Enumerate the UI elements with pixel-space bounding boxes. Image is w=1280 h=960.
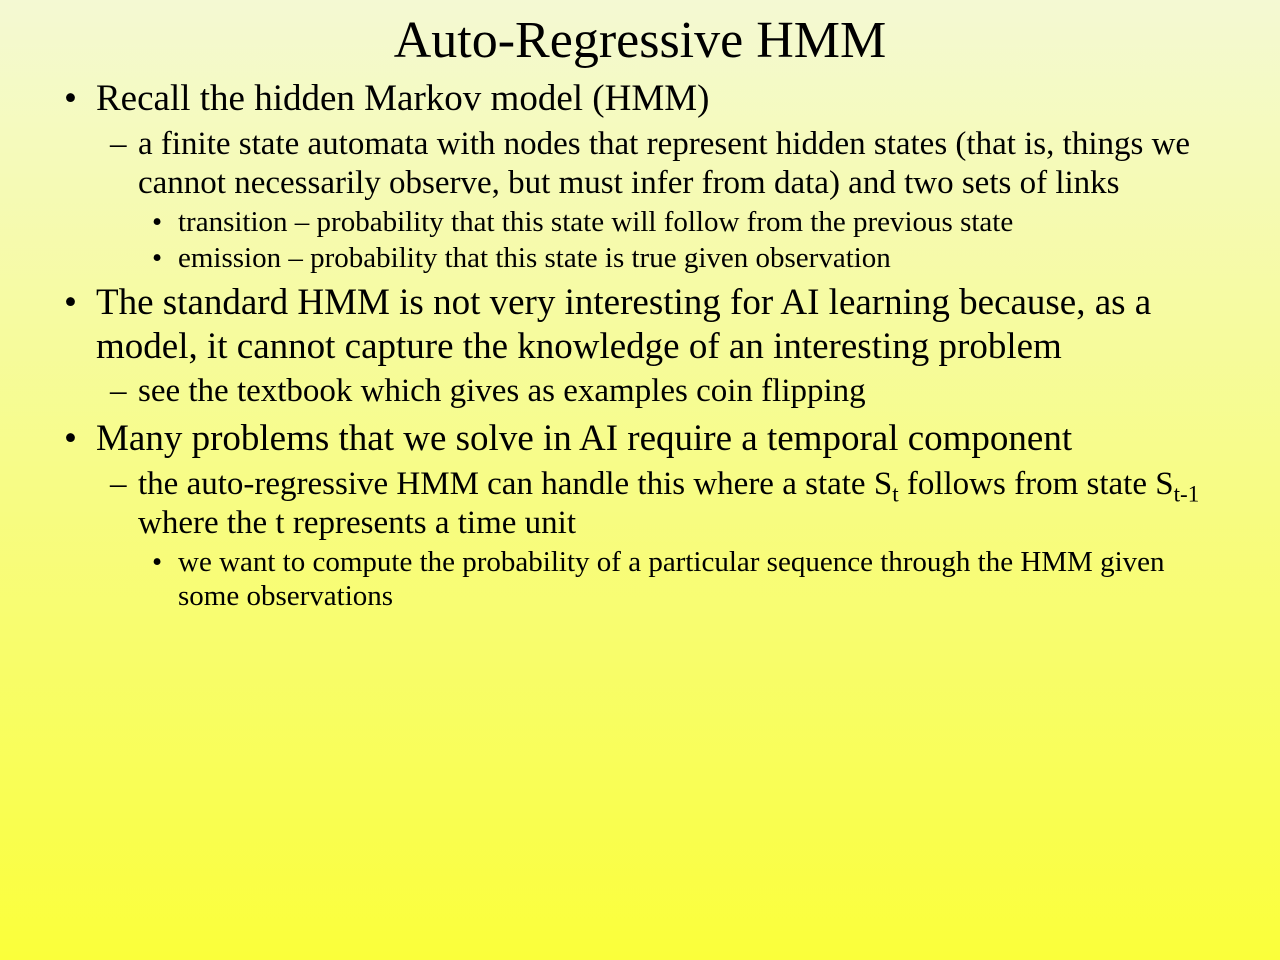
- bullet-1a-ii: emission – probability that this state i…: [138, 241, 1230, 275]
- bullet-1a-i-text: transition – probability that this state…: [178, 206, 1013, 238]
- bullet-3a: the auto-regressive HMM can handle this …: [96, 465, 1230, 613]
- bullet-2a-text: see the textbook which gives as examples…: [138, 373, 866, 409]
- bullet-3a-post: where the t represents a time unit: [138, 505, 576, 541]
- bullet-3a-sub2: t-1: [1174, 481, 1200, 507]
- bullet-list: Recall the hidden Markov model (HMM) a f…: [50, 77, 1230, 613]
- slide-title: Auto-Regressive HMM: [50, 12, 1230, 69]
- bullet-2a: see the textbook which gives as examples…: [96, 372, 1230, 411]
- bullet-3: Many problems that we solve in AI requir…: [50, 417, 1230, 613]
- bullet-3a-mid: follows from state S: [899, 466, 1174, 502]
- bullet-2-text: The standard HMM is not very interesting…: [96, 282, 1151, 367]
- bullet-3a-i: we want to compute the probability of a …: [138, 545, 1230, 613]
- bullet-1: Recall the hidden Markov model (HMM) a f…: [50, 77, 1230, 275]
- bullet-1a: a finite state automata with nodes that …: [96, 125, 1230, 275]
- bullet-1-text: Recall the hidden Markov model (HMM): [96, 78, 709, 119]
- bullet-1a-ii-text: emission – probability that this state i…: [178, 242, 891, 274]
- bullet-3a-pre: the auto-regressive HMM can handle this …: [138, 466, 892, 502]
- bullet-3-text: Many problems that we solve in AI requir…: [96, 418, 1072, 459]
- bullet-2: The standard HMM is not very interesting…: [50, 281, 1230, 411]
- slide: Auto-Regressive HMM Recall the hidden Ma…: [0, 0, 1280, 960]
- bullet-1a-text: a finite state automata with nodes that …: [138, 126, 1190, 201]
- bullet-3a-i-text: we want to compute the probability of a …: [178, 546, 1165, 612]
- bullet-1a-i: transition – probability that this state…: [138, 205, 1230, 239]
